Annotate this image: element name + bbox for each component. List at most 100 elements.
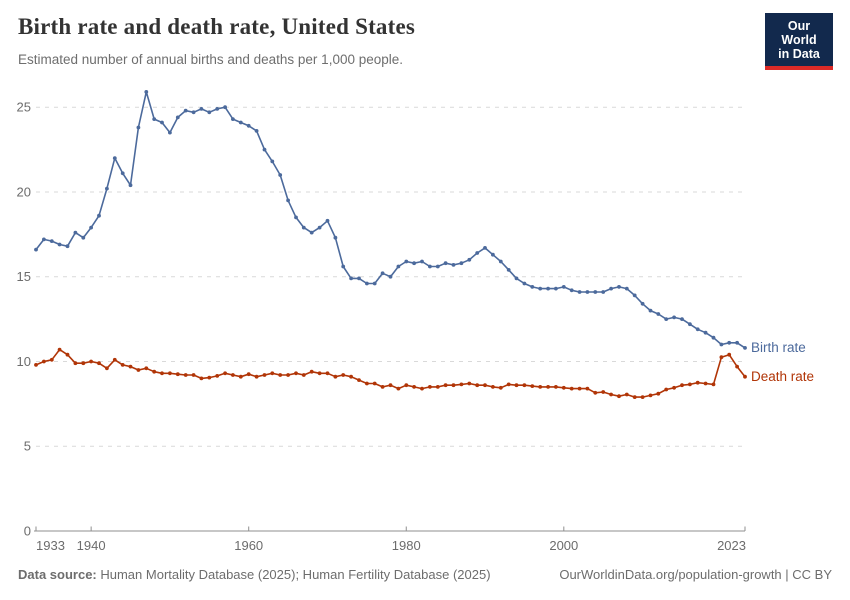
birth-rate-point-1938[interactable]: [73, 230, 78, 235]
birth-rate-point-2012[interactable]: [656, 312, 661, 316]
birth-rate-point-1934[interactable]: [42, 237, 46, 242]
death-rate-point-1991[interactable]: [491, 385, 495, 389]
birth-rate-line[interactable]: [35, 91, 746, 349]
birth-rate-point-2013[interactable]: [664, 317, 669, 321]
birth-rate-point-1964[interactable]: [278, 173, 283, 177]
death-rate-point-1988[interactable]: [467, 381, 472, 386]
death-rate-point-2022[interactable]: [735, 364, 739, 369]
birth-rate-point-1943[interactable]: [112, 156, 117, 161]
death-rate-point-1982[interactable]: [420, 386, 424, 391]
death-rate-point-1964[interactable]: [278, 373, 283, 377]
birth-rate-point-1995[interactable]: [522, 281, 527, 286]
birth-rate-point-2001[interactable]: [569, 288, 574, 293]
birth-rate-point-1953[interactable]: [191, 110, 196, 115]
birth-rate-point-1978[interactable]: [388, 274, 393, 279]
birth-rate-point-1999[interactable]: [554, 286, 558, 291]
death-rate-point-2000[interactable]: [561, 385, 566, 390]
birth-rate-point-2003[interactable]: [585, 290, 590, 294]
death-rate-point-1955[interactable]: [207, 375, 212, 380]
birth-rate-point-1961[interactable]: [254, 129, 259, 133]
death-rate-point-2023[interactable]: [743, 374, 747, 379]
death-rate-line[interactable]: [35, 348, 746, 398]
birth-rate-point-2023[interactable]: [743, 346, 747, 350]
death-rate-point-1969[interactable]: [317, 371, 322, 376]
birth-rate-point-1958[interactable]: [231, 117, 235, 121]
death-rate-point-1965[interactable]: [286, 373, 290, 377]
birth-rate-point-2007[interactable]: [617, 285, 621, 289]
birth-rate-point-1963[interactable]: [270, 159, 275, 164]
birth-rate-point-1983[interactable]: [428, 264, 432, 269]
birth-rate-point-1975[interactable]: [365, 281, 369, 286]
death-rate-point-2016[interactable]: [688, 382, 692, 387]
birth-rate-point-1990[interactable]: [483, 246, 487, 250]
death-rate-point-2012[interactable]: [656, 391, 661, 396]
birth-rate-point-1970[interactable]: [325, 218, 330, 223]
death-rate-point-2002[interactable]: [577, 386, 582, 391]
death-rate-point-2003[interactable]: [585, 386, 590, 391]
birth-rate-point-2010[interactable]: [640, 301, 645, 306]
death-rate-point-1998[interactable]: [546, 385, 550, 389]
death-rate-point-1943[interactable]: [112, 357, 117, 362]
death-rate-point-1987[interactable]: [459, 382, 464, 387]
birth-rate-point-1960[interactable]: [246, 123, 251, 128]
death-rate-point-2005[interactable]: [601, 390, 606, 394]
death-rate-point-1979[interactable]: [396, 386, 401, 391]
birth-rate-point-1952[interactable]: [183, 108, 188, 113]
death-rate-point-1959[interactable]: [238, 374, 243, 379]
birth-rate-point-1977[interactable]: [380, 271, 385, 276]
death-rate-point-1962[interactable]: [262, 373, 267, 377]
birth-rate-point-1959[interactable]: [238, 120, 243, 125]
birth-rate-point-1989[interactable]: [475, 251, 480, 255]
death-rate-point-1978[interactable]: [388, 383, 393, 388]
birth-rate-point-2002[interactable]: [577, 290, 582, 294]
birth-rate-point-1992[interactable]: [498, 259, 503, 264]
birth-rate-point-1965[interactable]: [286, 198, 290, 203]
death-rate-point-1999[interactable]: [554, 385, 558, 389]
series-label-birth-rate[interactable]: Birth rate: [751, 339, 806, 355]
death-rate-point-1957[interactable]: [223, 371, 228, 376]
death-rate-point-1963[interactable]: [270, 371, 275, 376]
birth-rate-point-2006[interactable]: [609, 286, 613, 291]
birth-rate-point-1935[interactable]: [49, 239, 54, 244]
birth-rate-point-1944[interactable]: [120, 171, 125, 176]
death-rate-point-2010[interactable]: [640, 395, 645, 399]
death-rate-point-1985[interactable]: [443, 383, 448, 388]
death-rate-point-2008[interactable]: [624, 392, 629, 397]
birth-rate-point-1967[interactable]: [301, 225, 306, 230]
death-rate-point-1993[interactable]: [506, 382, 511, 387]
death-rate-point-1946[interactable]: [136, 368, 141, 372]
birth-rate-point-1976[interactable]: [372, 281, 377, 286]
death-rate-point-2011[interactable]: [648, 393, 653, 398]
death-rate-point-1989[interactable]: [475, 383, 480, 388]
birth-rate-point-1996[interactable]: [530, 285, 535, 289]
birth-rate-point-2009[interactable]: [632, 293, 637, 298]
birth-rate-point-1947[interactable]: [144, 90, 149, 94]
birth-rate-point-1951[interactable]: [175, 115, 180, 120]
death-rate-point-1938[interactable]: [73, 361, 78, 366]
birth-rate-point-2020[interactable]: [719, 342, 724, 347]
birth-rate-point-1987[interactable]: [459, 261, 464, 266]
birth-rate-point-1984[interactable]: [435, 264, 440, 269]
birth-rate-point-1986[interactable]: [451, 263, 456, 267]
death-rate-point-2015[interactable]: [680, 383, 684, 388]
death-rate-point-1976[interactable]: [372, 381, 377, 386]
death-rate-point-1945[interactable]: [128, 364, 133, 369]
birth-rate-point-1945[interactable]: [128, 183, 133, 188]
birth-rate-point-1973[interactable]: [349, 276, 353, 281]
death-rate-point-1974[interactable]: [357, 378, 361, 382]
death-rate-point-1949[interactable]: [160, 371, 164, 376]
birth-rate-point-1948[interactable]: [152, 117, 157, 121]
death-rate-point-1997[interactable]: [538, 385, 543, 389]
death-rate-point-1935[interactable]: [49, 357, 54, 362]
death-rate-point-2020[interactable]: [719, 355, 724, 360]
death-rate-point-1966[interactable]: [294, 371, 298, 376]
death-rate-point-1984[interactable]: [435, 385, 440, 389]
birth-rate-point-2000[interactable]: [561, 285, 566, 289]
birth-rate-point-1933[interactable]: [34, 247, 38, 252]
birth-rate-point-2005[interactable]: [601, 290, 606, 294]
birth-rate-point-1968[interactable]: [309, 230, 314, 235]
series-label-death-rate[interactable]: Death rate: [751, 368, 815, 384]
death-rate-point-1954[interactable]: [199, 376, 204, 381]
death-rate-point-1950[interactable]: [168, 371, 172, 376]
birth-rate-point-2004[interactable]: [593, 290, 598, 294]
